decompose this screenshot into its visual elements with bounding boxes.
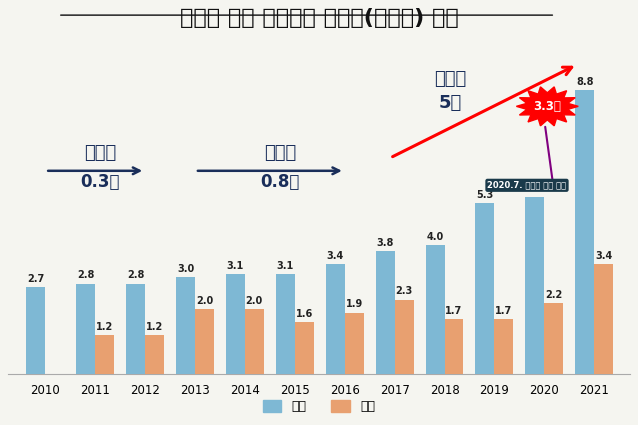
Text: 4.0: 4.0 [426,232,443,242]
Text: 2.7: 2.7 [27,274,45,283]
Text: 2020.7. 김태년 대표 발언: 2020.7. 김태년 대표 발언 [487,181,567,190]
Bar [26,287,45,374]
Bar [145,335,164,374]
Bar [95,335,114,374]
Bar [126,283,145,374]
Bar [195,309,214,374]
Bar [76,283,95,374]
Bar [326,264,345,374]
Text: 5.5: 5.5 [526,183,544,193]
Text: 3.1: 3.1 [226,261,244,271]
Text: 3.8: 3.8 [376,238,394,248]
Bar [295,322,314,374]
Text: 1.2: 1.2 [146,322,163,332]
Text: 2.8: 2.8 [77,270,94,280]
Text: 1.7: 1.7 [495,306,512,316]
Bar [395,300,413,374]
Polygon shape [516,87,578,126]
Bar [475,203,494,374]
Text: 2.2: 2.2 [545,290,563,300]
Text: 2.8: 2.8 [127,270,144,280]
Text: 3.0: 3.0 [177,264,194,274]
Text: 이명박: 이명박 [84,144,116,162]
Bar [445,319,463,374]
Bar [575,90,594,374]
Bar [176,277,195,374]
Bar [376,251,395,374]
Text: 2.0: 2.0 [246,296,263,306]
Text: 1.2: 1.2 [96,322,114,332]
Title: 세종시 특공 아파트값 연도별(정권별) 현황: 세종시 특공 아파트값 연도별(정권별) 현황 [180,8,458,28]
Text: 1.7: 1.7 [445,306,463,316]
Bar [345,313,364,374]
Bar [594,264,613,374]
Text: 0.8억: 0.8억 [260,173,299,191]
Text: 5.3: 5.3 [477,190,494,200]
Text: 1.9: 1.9 [346,299,363,309]
Text: 문재인: 문재인 [434,70,466,88]
Text: 박근혜: 박근혜 [263,144,296,162]
Text: 5억: 5억 [438,94,462,112]
Text: 3.1: 3.1 [277,261,294,271]
Text: 2.0: 2.0 [196,296,213,306]
Text: 2.3: 2.3 [396,286,413,297]
Bar [525,197,544,374]
Bar [494,319,514,374]
Legend: 매매, 전세: 매매, 전세 [258,395,380,418]
Text: 3.4: 3.4 [595,251,612,261]
Text: 1.6: 1.6 [295,309,313,319]
Bar [544,303,563,374]
Bar [226,274,245,374]
Text: 3.3억: 3.3억 [533,100,561,113]
Bar [426,245,445,374]
Bar [245,309,264,374]
Text: 0.3억: 0.3억 [80,173,120,191]
Text: 8.8: 8.8 [576,77,593,87]
Bar [276,274,295,374]
Text: 3.4: 3.4 [327,251,344,261]
